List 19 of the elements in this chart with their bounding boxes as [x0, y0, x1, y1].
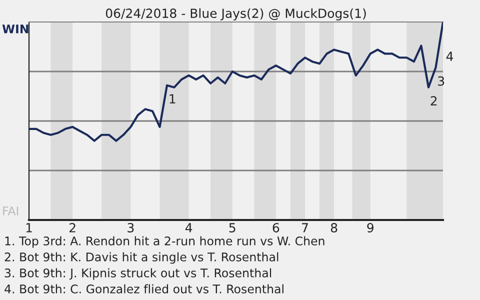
x-tick-label: 1	[26, 223, 32, 232]
text: WIN	[2, 24, 28, 34]
x-tick-label: 3	[128, 223, 134, 232]
text: 3. Bot 9th: J. Kipnis struck out vs T. Rosenthal	[4, 268, 272, 280]
chart-title: 06/24/2018 - Blue Jays(2) @ MuckDogs(1)	[106, 8, 366, 20]
annotation: 1	[170, 94, 176, 104]
annotation: 3	[438, 76, 444, 86]
x-tick-label: 9	[367, 223, 374, 232]
text: 4. Bot 9th: C. Gonzalez flied out vs T. Rosenthal	[4, 284, 284, 294]
x-tick-label: 2	[70, 223, 76, 232]
x-tick-label: 5	[229, 223, 236, 232]
text: 4	[446, 52, 454, 61]
text: 1. Top 3rd: A. Rendon hit a 2-run home run vs W. Chen	[5, 236, 324, 248]
x-tick-label: 6	[272, 223, 280, 232]
x-tick-label: 4	[185, 223, 192, 232]
x-tick-label: 8	[330, 223, 338, 232]
annotation: 2	[430, 96, 437, 106]
text: 2. Bot 9th: K. Davis hit a single vs T. Rosenthal	[4, 252, 278, 264]
x-tick-label: 7	[302, 223, 308, 232]
